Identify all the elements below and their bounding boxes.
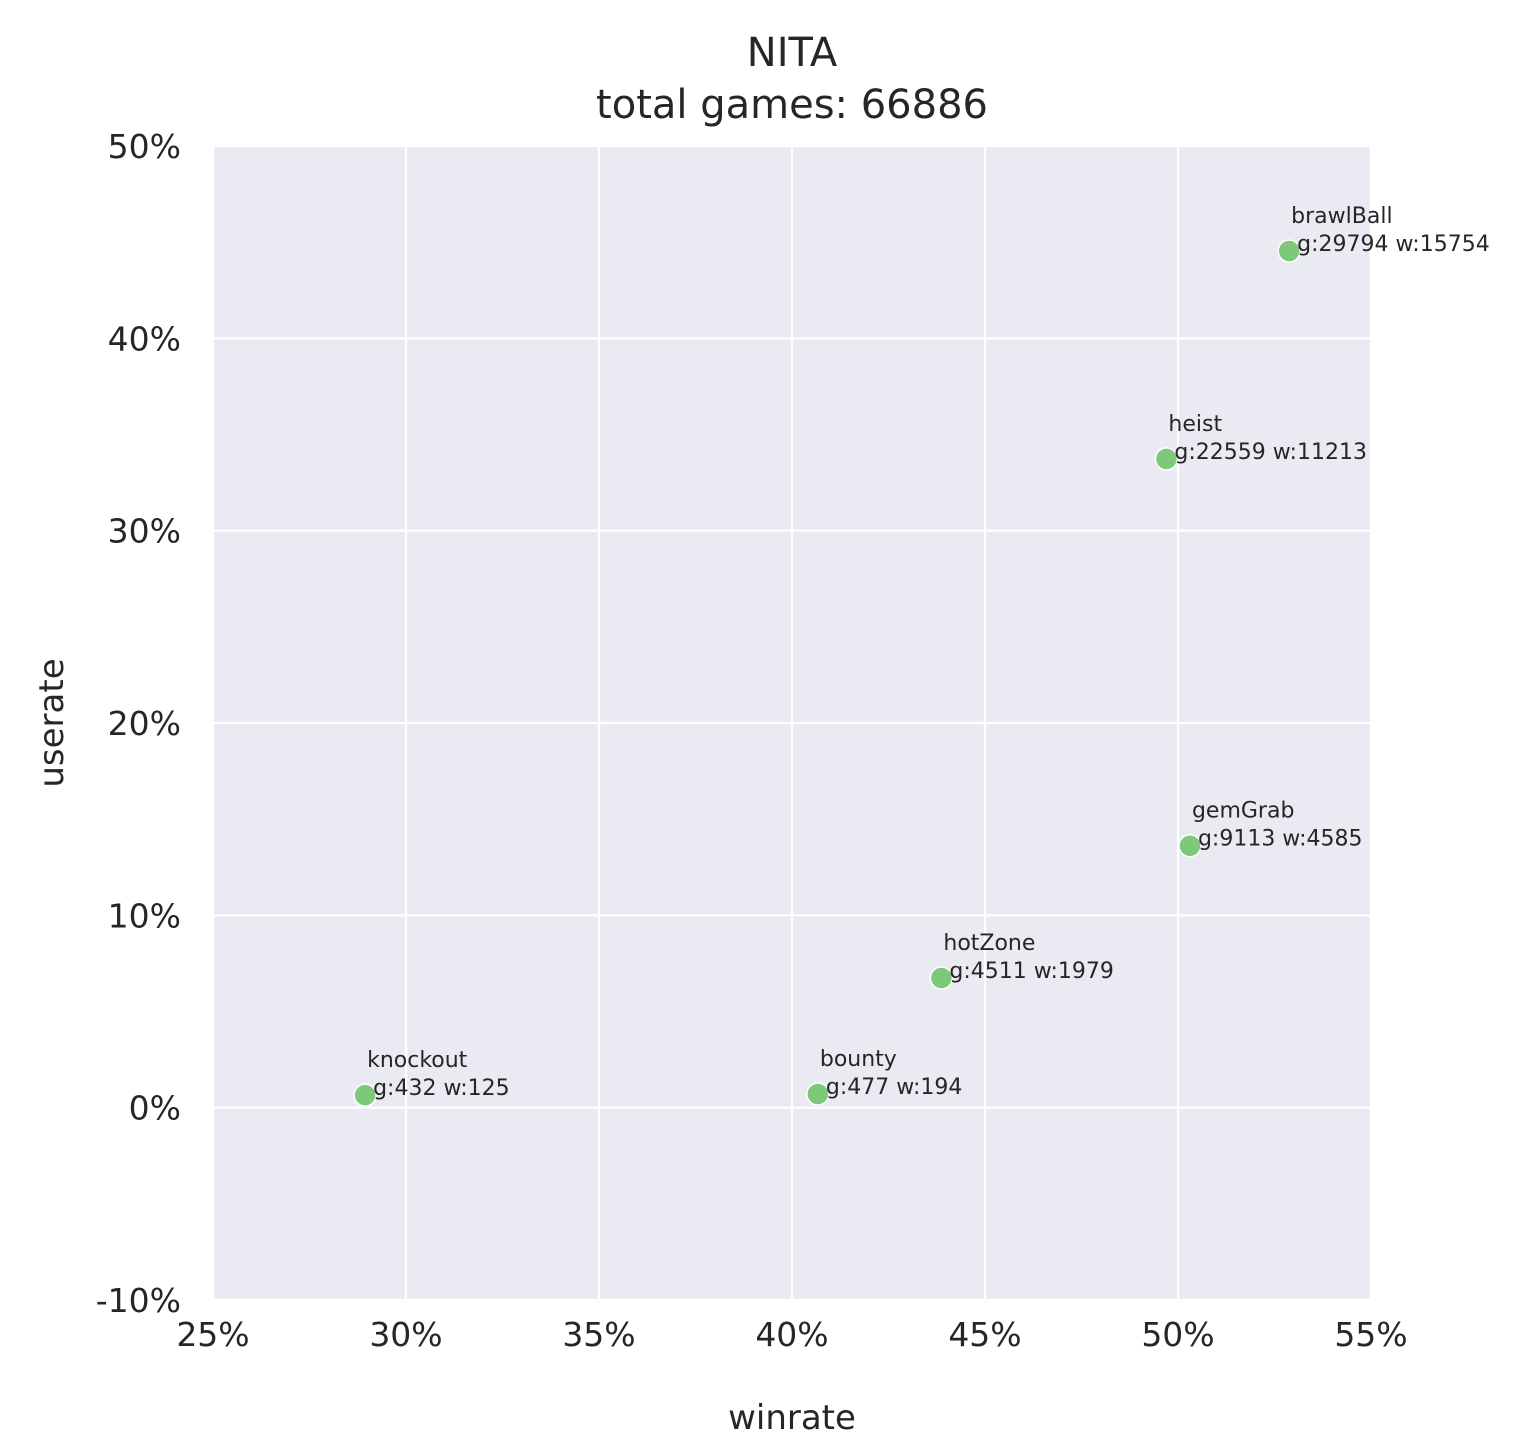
y-tick-labels: -10% 0% 10% 20% 30% 40% 50% [96,127,181,1320]
grid-lines [211,144,1373,1302]
chart-subtitle: total games: 66886 [596,82,988,128]
point-name-label: brawlBall [1291,204,1392,229]
data-points: brawlBall g:29794 w:15754 heist g:22559 w:1… [353,204,1490,1107]
x-tick-labels: 25% 30% 35% 40% 45% 50% 55% [176,1315,1407,1354]
point-name-label: bounty [820,1047,897,1072]
y-tick-label: 50% [108,127,181,166]
data-point [1277,239,1301,263]
data-point [929,966,954,990]
y-tick-label: 10% [108,896,181,935]
y-tick-label: 40% [108,319,181,358]
point-info-label: g:432 w:125 [373,1076,510,1101]
y-tick-label: 20% [108,704,181,743]
data-point [806,1082,830,1106]
x-tick-label: 25% [176,1315,249,1354]
x-tick-label: 55% [1334,1315,1407,1354]
point-name-label: heist [1168,412,1222,437]
point-name-label: knockout [367,1048,468,1073]
y-axis-label: userate [32,658,72,787]
y-tick-label: 0% [129,1089,181,1128]
point-info-label: g:4511 w:1979 [949,959,1114,984]
chart-title: NITA [747,30,838,76]
y-tick-label: 30% [108,512,181,551]
point-name-label: hotZone [943,931,1035,956]
data-point [353,1083,377,1107]
data-point [1154,447,1179,471]
point-info-label: g:9113 w:4585 [1198,827,1363,852]
y-tick-label: -10% [96,1281,181,1320]
point-info-label: g:29794 w:15754 [1297,232,1490,257]
x-tick-label: 45% [948,1315,1021,1354]
point-info-label: g:477 w:194 [826,1075,963,1100]
point-name-label: gemGrab [1192,799,1294,824]
x-axis-label: winrate [728,1398,856,1438]
x-tick-label: 50% [1141,1315,1214,1354]
x-tick-label: 30% [369,1315,442,1354]
x-tick-label: 40% [755,1315,828,1354]
data-point [1178,833,1202,858]
x-tick-label: 35% [562,1315,635,1354]
point-info-label: g:22559 w:11213 [1174,440,1367,465]
